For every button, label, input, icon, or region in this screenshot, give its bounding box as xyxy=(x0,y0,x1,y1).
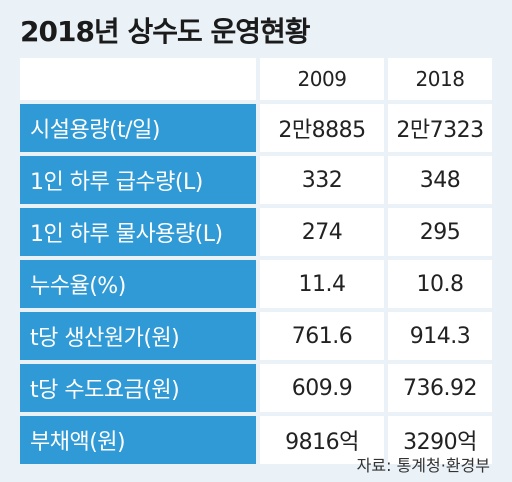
table-row: t당 생산원가(원) 761.6 914.3 xyxy=(20,312,492,360)
value-2009: 11.4 xyxy=(260,260,384,308)
value-2009: 9816억 xyxy=(260,416,384,464)
table-row: 부채액(원) 9816억 3290억 xyxy=(20,416,492,464)
value-2018: 2만7323 xyxy=(388,104,492,152)
chart-title: 2018년 상수도 운영현황 xyxy=(20,15,311,48)
source-note: 자료: 통계청·환경부 xyxy=(356,456,490,475)
row-label: t당 생산원가(원) xyxy=(20,312,256,360)
value-2009: 274 xyxy=(260,208,384,256)
value-2009: 332 xyxy=(260,156,384,204)
value-2018: 10.8 xyxy=(388,260,492,308)
header-corner xyxy=(20,58,256,100)
value-2009: 761.6 xyxy=(260,312,384,360)
value-2018: 914.3 xyxy=(388,312,492,360)
row-label: 1인 하루 물사용량(L) xyxy=(20,208,256,256)
row-label: 누수율(%) xyxy=(20,260,256,308)
value-2018: 348 xyxy=(388,156,492,204)
value-2018: 3290억 xyxy=(388,416,492,464)
table-row: 1인 하루 급수량(L) 332 348 xyxy=(20,156,492,204)
value-2009: 609.9 xyxy=(260,364,384,412)
row-label: 1인 하루 급수량(L) xyxy=(20,156,256,204)
row-label: 시설용량(t/일) xyxy=(20,104,256,152)
value-2018: 295 xyxy=(388,208,492,256)
value-2009: 2만8885 xyxy=(260,104,384,152)
table-row: 1인 하루 물사용량(L) 274 295 xyxy=(20,208,492,256)
data-table: 2009 2018 시설용량(t/일) 2만8885 2만7323 1인 하루 … xyxy=(20,58,492,468)
column-header-2009: 2009 xyxy=(260,58,384,100)
row-label: 부채액(원) xyxy=(20,416,256,464)
value-2018: 736.92 xyxy=(388,364,492,412)
header-row: 2009 2018 xyxy=(20,58,492,100)
table-row: 누수율(%) 11.4 10.8 xyxy=(20,260,492,308)
column-header-2018: 2018 xyxy=(388,58,492,100)
table-row: 시설용량(t/일) 2만8885 2만7323 xyxy=(20,104,492,152)
table-row: t당 수도요금(원) 609.9 736.92 xyxy=(20,364,492,412)
row-label: t당 수도요금(원) xyxy=(20,364,256,412)
